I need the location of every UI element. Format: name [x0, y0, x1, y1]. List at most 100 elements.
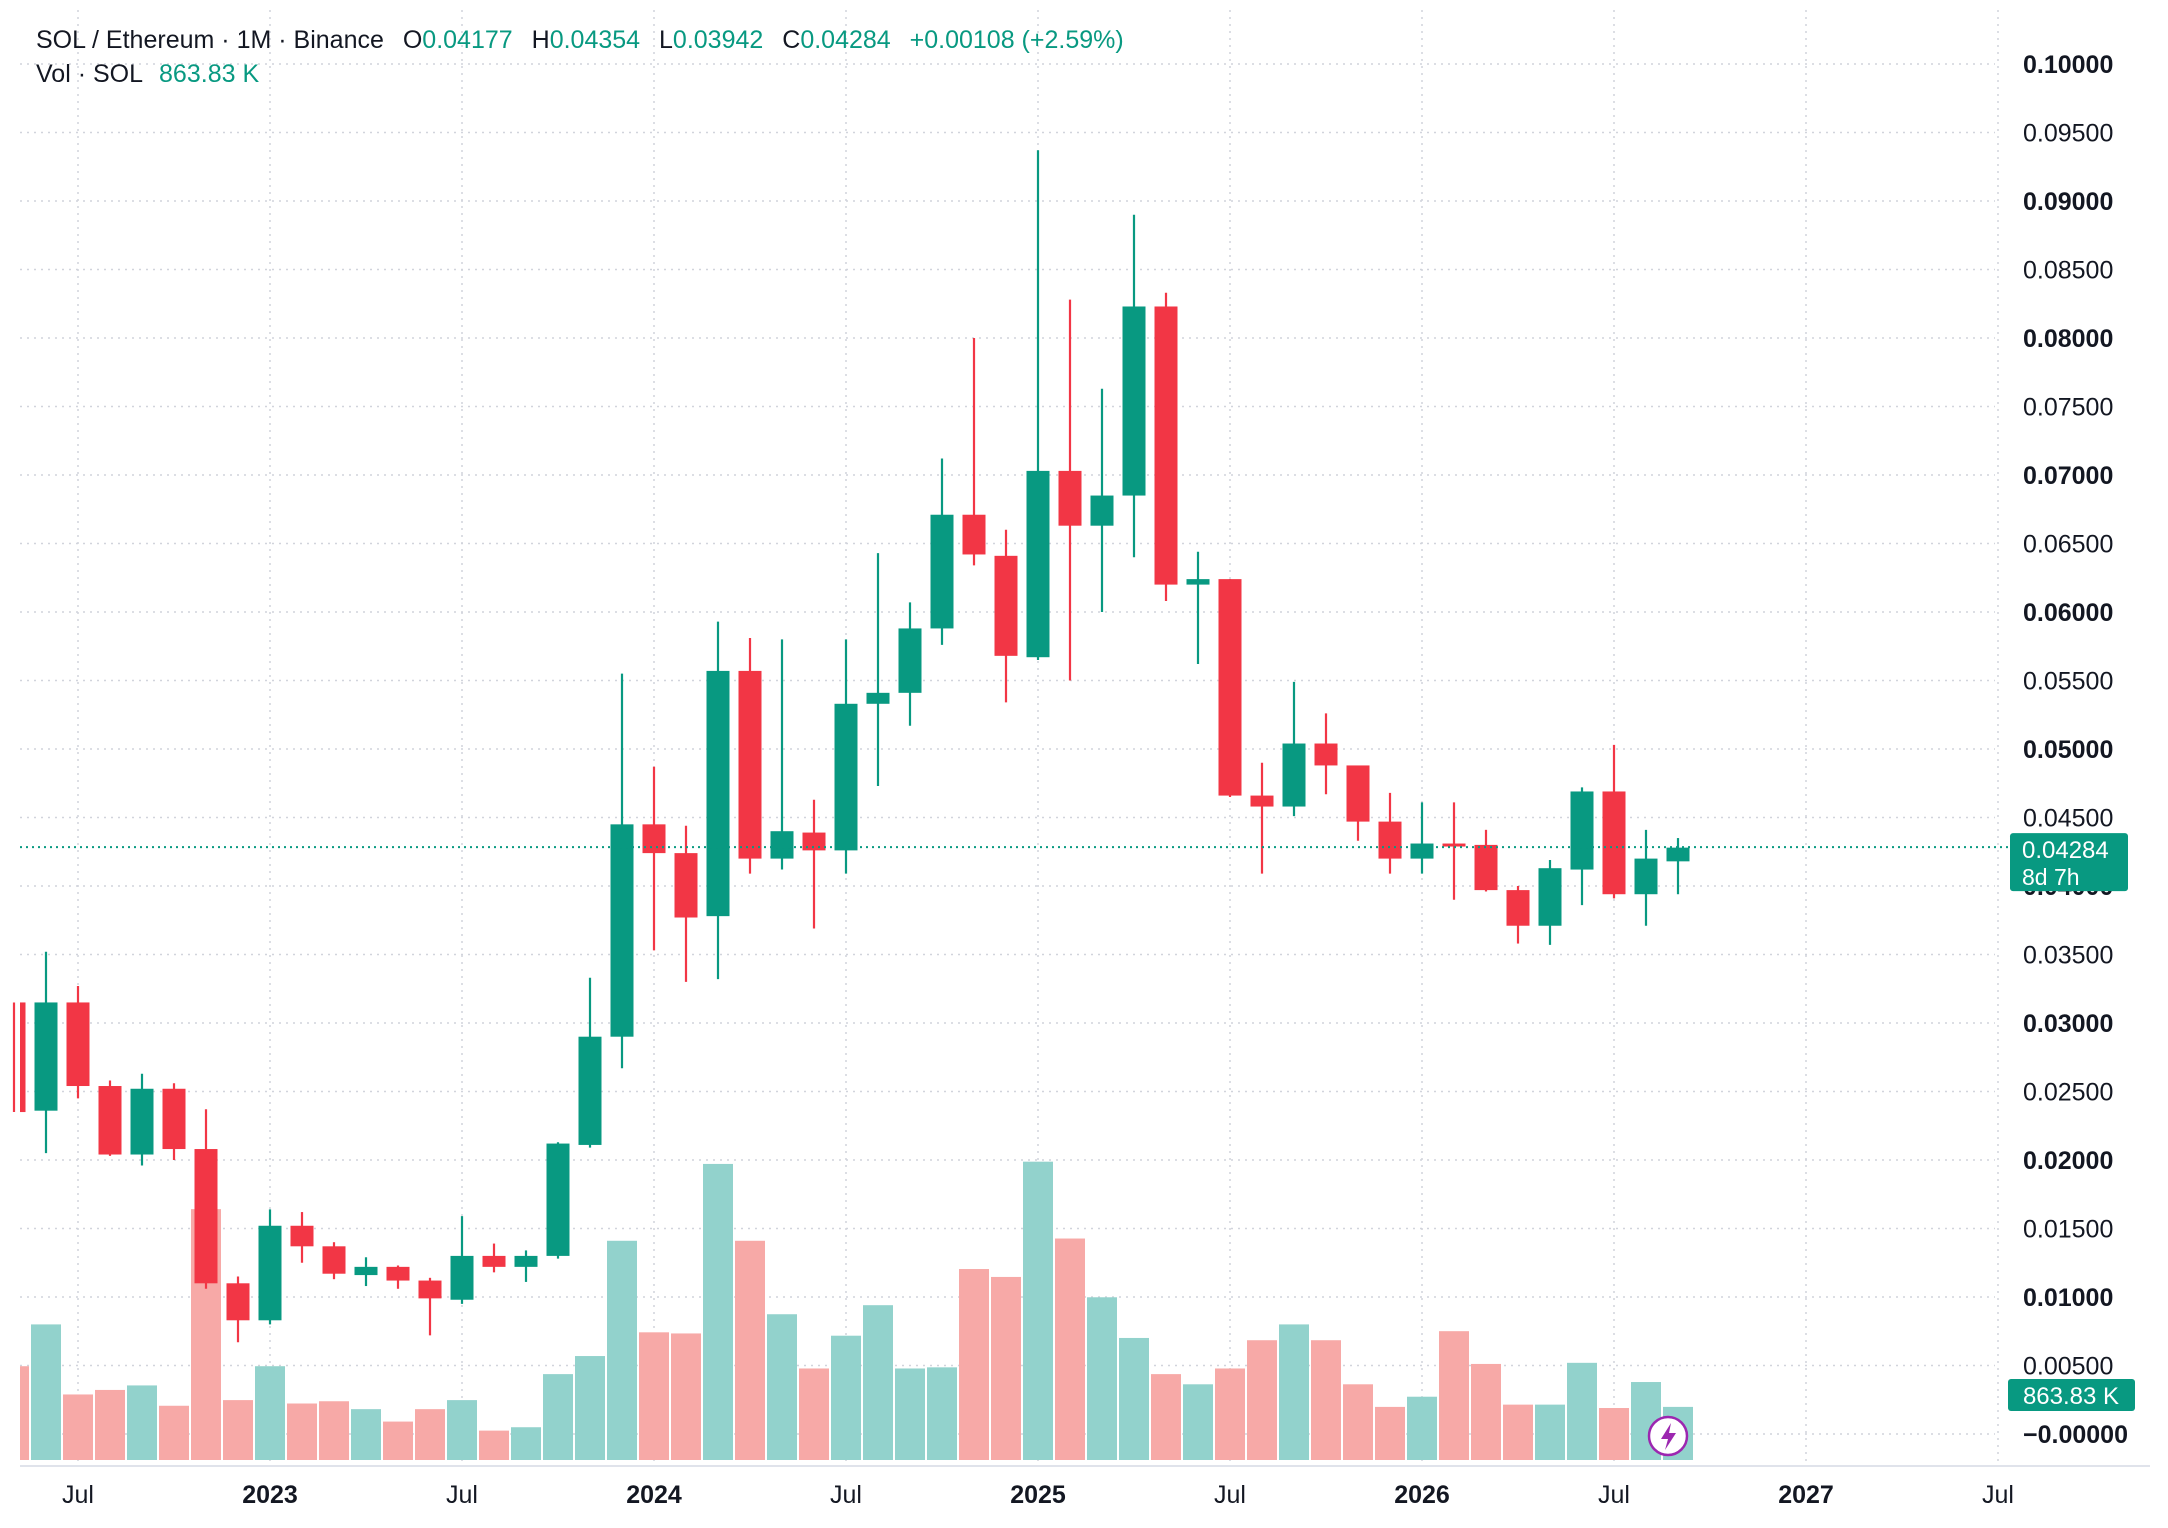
candle[interactable]	[1282, 681, 1306, 817]
candle[interactable]	[514, 1250, 538, 1282]
volume-bar[interactable]	[1183, 1384, 1213, 1460]
volume-bar[interactable]	[1375, 1406, 1405, 1460]
candle[interactable]	[1122, 214, 1146, 558]
volume-bar[interactable]	[671, 1333, 701, 1460]
candle[interactable]	[130, 1073, 154, 1166]
candle[interactable]	[1538, 859, 1562, 945]
candle[interactable]	[1602, 744, 1626, 899]
candle[interactable]	[674, 825, 698, 982]
volume-bar[interactable]	[1343, 1384, 1373, 1460]
volume-bar[interactable]	[511, 1427, 541, 1460]
volume-bar[interactable]	[735, 1240, 765, 1460]
volume-bar[interactable]	[447, 1400, 477, 1460]
volume-bar[interactable]	[703, 1163, 733, 1460]
candle[interactable]	[962, 338, 986, 566]
candle[interactable]	[1250, 762, 1274, 874]
volume-legend[interactable]: Vol · SOL 863.83 K	[36, 60, 259, 89]
volume-bar[interactable]	[927, 1367, 957, 1460]
symbol-name[interactable]: SOL / Ethereum	[36, 26, 215, 54]
lightning-bolt-icon[interactable]	[1647, 1415, 1689, 1457]
candle[interactable]	[610, 673, 634, 1069]
volume-bar[interactable]	[607, 1240, 637, 1460]
volume-bar[interactable]	[1151, 1374, 1181, 1460]
candle[interactable]	[386, 1265, 410, 1289]
volume-bar[interactable]	[1247, 1340, 1277, 1460]
candle[interactable]	[194, 1109, 218, 1289]
candle[interactable]	[1026, 150, 1050, 660]
interval-label[interactable]: 1M	[236, 26, 272, 54]
candle[interactable]	[12, 1002, 26, 1113]
candle[interactable]	[1090, 388, 1114, 612]
volume-bar[interactable]	[20, 1366, 29, 1460]
volume-bar[interactable]	[1535, 1404, 1565, 1460]
volume-bar[interactable]	[639, 1332, 669, 1460]
candle[interactable]	[1058, 299, 1082, 681]
candle[interactable]	[482, 1243, 506, 1273]
symbol-legend[interactable]: SOL / Ethereum · 1M · Binance O0.04177 H…	[36, 26, 1124, 54]
candle[interactable]	[1314, 713, 1338, 795]
candle[interactable]	[258, 1209, 282, 1325]
volume-bar[interactable]	[319, 1401, 349, 1460]
volume-bar[interactable]	[543, 1374, 573, 1460]
candle[interactable]	[898, 602, 922, 726]
candle[interactable]	[706, 621, 730, 980]
candle[interactable]	[290, 1212, 314, 1263]
volume-bar[interactable]	[127, 1385, 157, 1460]
candle[interactable]	[418, 1277, 442, 1336]
volume-bar[interactable]	[1023, 1161, 1053, 1460]
volume-bar[interactable]	[799, 1368, 829, 1460]
volume-bar[interactable]	[575, 1356, 605, 1460]
volume-bar[interactable]	[255, 1366, 285, 1460]
volume-bar[interactable]	[767, 1314, 797, 1460]
volume-bar[interactable]	[1567, 1362, 1597, 1460]
volume-bar[interactable]	[1055, 1238, 1085, 1460]
candle[interactable]	[770, 639, 794, 870]
volume-bar[interactable]	[1087, 1297, 1117, 1460]
volume-bar[interactable]	[1599, 1408, 1629, 1460]
candle[interactable]	[738, 638, 762, 874]
volume-bar[interactable]	[479, 1430, 509, 1460]
candle[interactable]	[226, 1276, 250, 1343]
candle[interactable]	[66, 986, 90, 1099]
candle[interactable]	[450, 1216, 474, 1304]
candle[interactable]	[34, 951, 58, 1154]
volume-bar[interactable]	[959, 1269, 989, 1460]
volume-bar[interactable]	[287, 1403, 317, 1461]
volume-bar[interactable]	[1471, 1363, 1501, 1460]
volume-bar[interactable]	[831, 1335, 861, 1460]
volume-bar[interactable]	[63, 1394, 93, 1460]
candle[interactable]	[866, 553, 890, 786]
candle[interactable]	[1154, 292, 1178, 602]
volume-bar[interactable]	[1215, 1368, 1245, 1460]
volume-bar[interactable]	[31, 1324, 61, 1460]
candle[interactable]	[322, 1242, 346, 1280]
volume-bar[interactable]	[863, 1305, 893, 1460]
volume-bar[interactable]	[1407, 1396, 1437, 1460]
candle[interactable]	[546, 1142, 570, 1259]
candle[interactable]	[930, 458, 954, 645]
candle[interactable]	[1186, 551, 1210, 665]
volume-bar[interactable]	[351, 1409, 381, 1460]
volume-bar[interactable]	[95, 1389, 125, 1460]
candle[interactable]	[1634, 829, 1658, 926]
candle[interactable]	[1378, 792, 1402, 874]
candle[interactable]	[98, 1080, 122, 1156]
volume-bar[interactable]	[415, 1409, 445, 1460]
candle[interactable]	[1346, 765, 1370, 841]
candle[interactable]	[162, 1083, 186, 1160]
candle[interactable]	[802, 799, 826, 929]
candle[interactable]	[1506, 886, 1530, 944]
candle[interactable]	[994, 529, 1018, 703]
candle[interactable]	[1442, 802, 1466, 900]
volume-bar[interactable]	[223, 1400, 253, 1460]
volume-bar[interactable]	[159, 1405, 189, 1460]
volume-bar[interactable]	[383, 1421, 413, 1460]
candle[interactable]	[642, 766, 666, 951]
volume-bar[interactable]	[1279, 1324, 1309, 1460]
candle[interactable]	[578, 977, 602, 1148]
candle[interactable]	[834, 639, 858, 874]
volume-bar[interactable]	[1439, 1331, 1469, 1460]
candle[interactable]	[1410, 802, 1434, 874]
